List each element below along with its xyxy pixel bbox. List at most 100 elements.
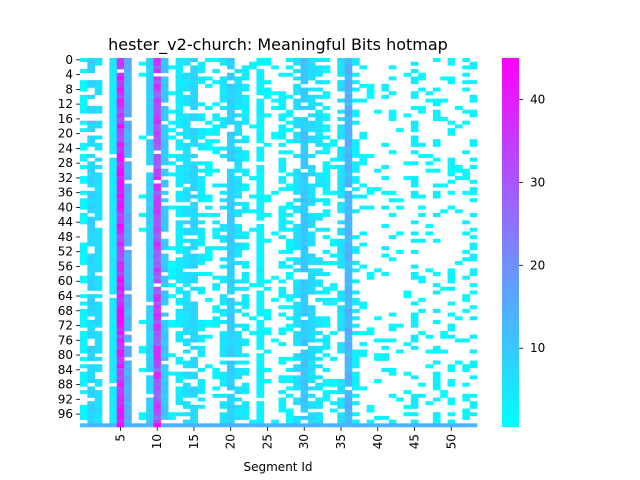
heatmap-cell [80,242,88,247]
heatmap-cell [175,338,184,343]
heatmap-cell [182,142,191,147]
heatmap-cell [307,165,316,169]
heatmap-cell [124,308,132,313]
heatmap-cell [410,264,419,269]
heatmap-cell [175,260,184,265]
heatmap-cell [146,238,154,243]
heatmap-cell [94,423,103,428]
heatmap-cell [256,139,265,144]
heatmap-cell [344,135,353,140]
heatmap-cell [234,345,243,350]
heatmap-cell [241,150,250,155]
heatmap-cell [337,153,345,158]
heatmap-cell [307,327,316,332]
heatmap-cell [197,242,206,247]
heatmap-cell [116,327,125,332]
heatmap-cell [116,172,125,177]
heatmap-cell [109,257,118,262]
heatmap-cell [175,87,184,92]
heatmap-cell [182,124,191,129]
heatmap-cell [138,61,147,66]
heatmap-cell [190,194,198,199]
heatmap-cell [263,331,272,336]
heatmap-cell [227,172,235,177]
heatmap-cell [447,272,456,277]
heatmap-cell [190,404,198,409]
heatmap-cell [352,301,360,306]
heatmap-cell [256,76,265,81]
heatmap-cell [153,401,162,406]
heatmap-cell [160,294,169,299]
heatmap-cell [116,179,125,184]
heatmap-cell [87,327,95,332]
heatmap-cell [227,286,235,291]
heatmap-cell [293,105,301,110]
heatmap-cell [116,212,125,217]
heatmap-cell [175,94,184,99]
heatmap-cell [234,286,243,291]
heatmap-cell [271,65,279,70]
heatmap-cell [182,294,191,299]
heatmap-cell [190,415,198,420]
heatmap-cell [322,353,331,358]
heatmap-cell [293,397,301,402]
heatmap-cell [285,375,294,380]
heatmap-cell [432,283,441,288]
heatmap-cell [359,98,368,103]
heatmap-cell [190,360,198,365]
heatmap-cell [271,91,279,96]
heatmap-cell [447,205,456,210]
heatmap-cell [197,353,206,358]
heatmap-cell [329,157,338,162]
heatmap-cell [94,124,103,129]
heatmap-cell [160,408,169,413]
heatmap-cell [234,342,243,347]
heatmap-cell [146,176,154,181]
heatmap-cell [153,257,162,262]
heatmap-cell [285,386,294,391]
heatmap-cell [190,364,198,369]
heatmap-cell [182,253,191,258]
heatmap-cell [418,238,426,243]
heatmap-cell [116,109,125,114]
heatmap-cell [109,268,118,273]
heatmap-cell [116,312,125,317]
heatmap-cell [87,153,95,158]
heatmap-cell [227,415,235,420]
heatmap-cell [87,172,95,177]
heatmap-cell [300,356,309,361]
heatmap-cell [410,161,419,166]
heatmap-cell [410,61,419,66]
heatmap-cell [234,120,243,125]
heatmap-cell [307,334,316,339]
heatmap-cell [94,105,103,110]
heatmap-cell [403,113,412,118]
heatmap-cell [204,142,213,147]
heatmap-cell [175,61,184,66]
heatmap-cell [300,279,309,284]
heatmap-cell [293,205,301,210]
heatmap-cell [116,412,125,417]
heatmap-cell [388,113,397,118]
heatmap-cell [94,257,103,262]
heatmap-cell [241,275,250,280]
heatmap-cell [190,94,198,99]
heatmap-cell [344,58,353,62]
heatmap-cell [109,242,118,247]
heatmap-cell [153,275,162,280]
heatmap-cell [124,338,132,343]
heatmap-cell [278,356,287,361]
heatmap-cell [116,283,125,288]
heatmap-cell [182,187,191,192]
heatmap-cell [146,283,154,288]
heatmap-cell [410,319,419,324]
heatmap-cell [388,76,397,81]
heatmap-cell [418,76,426,81]
heatmap-cell [322,301,331,306]
heatmap-cell [344,275,353,280]
heatmap-cell [109,83,118,88]
heatmap-cell [109,397,118,402]
heatmap-cell [293,242,301,247]
heatmap-cell [160,319,169,324]
heatmap-cell [116,124,125,129]
